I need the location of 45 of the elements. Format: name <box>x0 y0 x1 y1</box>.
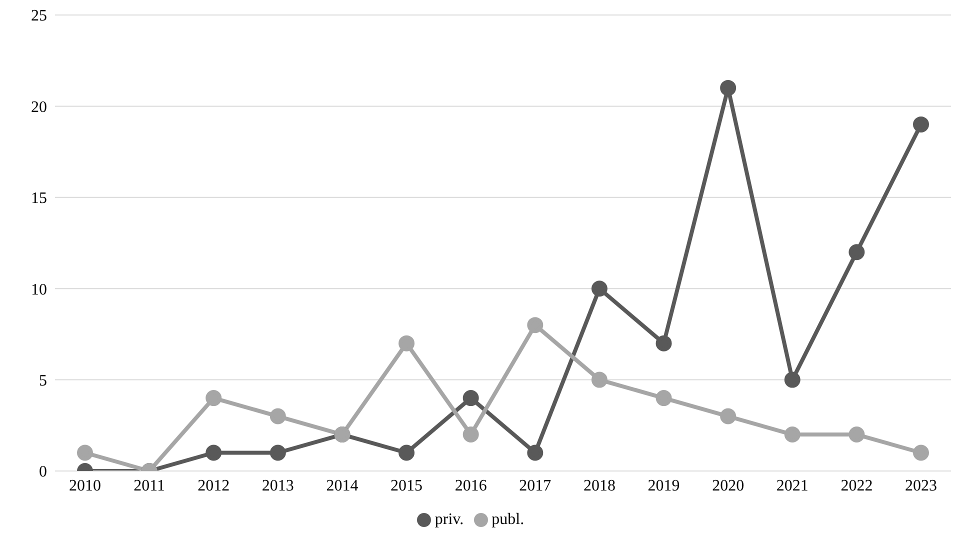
x-tick-label: 2011 <box>134 477 166 494</box>
point <box>720 80 736 96</box>
point <box>206 390 222 406</box>
x-tick-label: 2020 <box>712 477 744 494</box>
point <box>527 317 544 334</box>
y-tick-label: 25 <box>31 8 47 25</box>
point <box>462 426 479 443</box>
x-tick-label: 2010 <box>69 477 101 494</box>
point <box>913 444 929 461</box>
point <box>784 372 800 388</box>
x-tick-label: 2018 <box>583 477 616 494</box>
point <box>591 280 608 297</box>
legend-label: priv. <box>434 511 464 528</box>
x-tick-label: 2023 <box>905 477 937 494</box>
x-tick-label: 2016 <box>454 477 487 494</box>
point <box>848 426 865 443</box>
point <box>270 444 286 461</box>
point <box>270 408 286 424</box>
point <box>656 390 672 406</box>
point <box>720 408 736 424</box>
y-tick-label: 10 <box>31 281 47 298</box>
point <box>656 335 672 352</box>
x-tick-label: 2019 <box>648 477 680 494</box>
point <box>462 390 479 406</box>
x-tick-label: 2022 <box>840 477 873 494</box>
x-tick-label: 2013 <box>262 477 294 494</box>
x-tick-label: 2021 <box>776 477 808 494</box>
point <box>77 444 93 461</box>
point <box>848 244 865 260</box>
point <box>591 372 608 388</box>
x-tick-label: 2012 <box>198 477 230 494</box>
x-tick-label: 2015 <box>390 477 423 494</box>
y-tick-label: 15 <box>31 190 47 208</box>
point <box>206 444 222 461</box>
x-tick-label: 2017 <box>519 477 552 494</box>
y-tick-label: 5 <box>39 372 47 390</box>
point <box>398 444 415 461</box>
point <box>913 116 929 132</box>
legend-label: publ. <box>492 511 524 528</box>
point <box>784 426 800 443</box>
y-tick-label: 0 <box>39 464 47 481</box>
point <box>527 444 544 461</box>
y-tick-label: 20 <box>31 98 47 116</box>
x-tick-label: 2014 <box>326 477 358 494</box>
point <box>398 335 415 352</box>
